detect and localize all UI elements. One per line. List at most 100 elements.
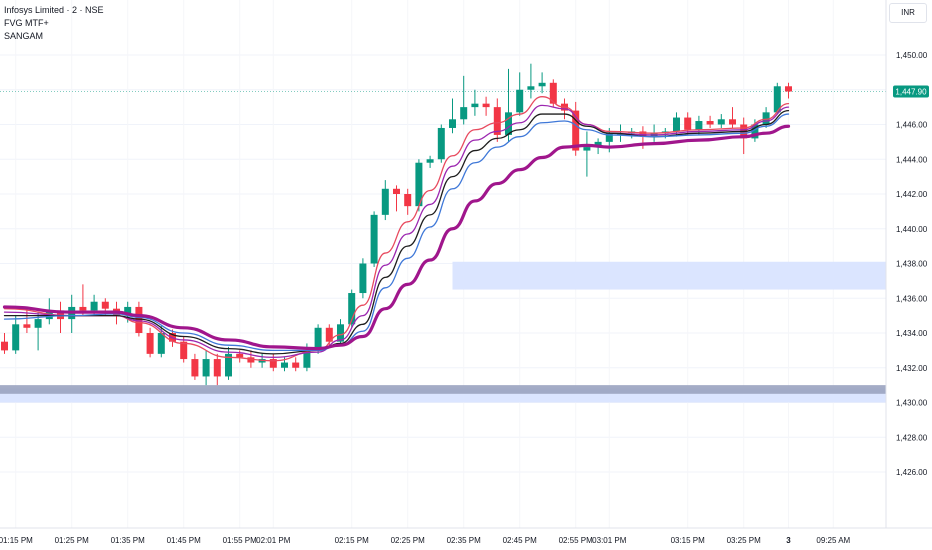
candle-body: [393, 188, 400, 194]
last-price-text: 1,447.90: [895, 87, 927, 96]
candle[interactable]: [516, 72, 524, 116]
candle[interactable]: [191, 353, 199, 380]
x-tick-label: 01:55 PM: [223, 536, 258, 545]
candle[interactable]: [404, 188, 412, 215]
candle[interactable]: [415, 159, 423, 212]
x-tick-label: 01:35 PM: [111, 536, 146, 545]
candle[interactable]: [460, 75, 468, 125]
candle-body: [325, 327, 333, 342]
candle[interactable]: [717, 114, 725, 128]
candle-body: [594, 141, 602, 148]
candle-body: [505, 112, 512, 135]
candle-body: [415, 162, 423, 207]
candle-body: [124, 306, 132, 316]
candle[interactable]: [34, 312, 42, 351]
x-tick-label: 09:25 AM: [816, 536, 850, 545]
last-price-box: [893, 85, 929, 98]
candle[interactable]: [505, 68, 512, 142]
candle[interactable]: [12, 315, 20, 354]
candle[interactable]: [292, 357, 300, 372]
candle-body: [34, 319, 42, 328]
candle-body: [269, 359, 277, 368]
candle-body: [348, 293, 356, 325]
candle-body: [247, 357, 255, 363]
candle[interactable]: [482, 96, 490, 116]
candle-body: [314, 327, 322, 351]
x-tick-label: 02:35 PM: [447, 536, 482, 545]
candle[interactable]: [381, 180, 389, 221]
candle[interactable]: [68, 294, 76, 333]
ema-ribbon: [2, 96, 791, 362]
candle[interactable]: [57, 301, 64, 333]
candle[interactable]: [706, 115, 714, 128]
candle[interactable]: [180, 336, 188, 363]
candle[interactable]: [269, 353, 277, 372]
candle[interactable]: [337, 319, 344, 346]
candle[interactable]: [449, 98, 456, 134]
y-tick-label: 1,446.00: [896, 121, 928, 130]
candle[interactable]: [471, 89, 479, 116]
candle-body: [773, 86, 781, 113]
y-tick-label: 1,438.00: [896, 260, 928, 269]
candle[interactable]: [538, 72, 546, 94]
candle[interactable]: [213, 353, 221, 386]
candle[interactable]: [370, 211, 378, 267]
x-tick-label: 01:45 PM: [167, 536, 202, 545]
candle[interactable]: [393, 185, 400, 212]
x-tick-label: 02:25 PM: [391, 536, 426, 545]
y-axis-ticks[interactable]: 1,450.001,448.001,446.001,444.001,442.00…: [896, 51, 928, 477]
candle[interactable]: [583, 131, 591, 177]
candle[interactable]: [157, 326, 165, 358]
symbol-title[interactable]: Infosys Limited · 2 · NSE: [4, 5, 104, 15]
y-tick-label: 1,428.00: [896, 433, 928, 442]
candle-body: [236, 353, 244, 358]
candle-body: [404, 194, 412, 207]
candle-body: [191, 359, 199, 377]
candle[interactable]: [549, 79, 557, 108]
candle[interactable]: [785, 82, 792, 99]
candle-body: [202, 359, 210, 377]
candle[interactable]: [729, 107, 736, 128]
candle[interactable]: [1, 333, 8, 354]
candle[interactable]: [426, 155, 434, 168]
ema-line-ema-4: [3, 113, 790, 352]
candle-body: [482, 103, 490, 108]
chart-legend: Infosys Limited · 2 · NSE FVG MTF+ SANGA…: [4, 4, 104, 43]
candle[interactable]: [79, 284, 87, 316]
candle[interactable]: [493, 98, 501, 142]
currency-button[interactable]: INR: [889, 3, 927, 23]
candle[interactable]: [146, 327, 154, 358]
candle[interactable]: [359, 258, 367, 299]
indicator-label-fvg[interactable]: FVG MTF+: [4, 18, 49, 28]
y-tick-label: 1,426.00: [896, 468, 928, 477]
candle[interactable]: [202, 350, 210, 386]
x-axis-ticks[interactable]: 01:15 PM 01:25 PM 01:35 PM 01:45 PM 01:55 PM…: [0, 536, 851, 545]
candle[interactable]: [628, 127, 636, 139]
candle-body: [639, 131, 647, 137]
fvg-zone: [452, 261, 886, 290]
candle[interactable]: [773, 82, 781, 115]
candle-body: [281, 362, 288, 368]
ema-line-ema-fast: [3, 96, 790, 362]
candle[interactable]: [23, 306, 31, 333]
y-tick-label: 1,434.00: [896, 329, 928, 338]
candle[interactable]: [437, 124, 445, 163]
candle-body: [762, 112, 770, 125]
indicator-label-sangam[interactable]: SANGAM: [4, 31, 44, 41]
candle-body: [426, 159, 434, 163]
x-tick-label: 01:15 PM: [0, 536, 33, 545]
ema-line-ema-2: [3, 104, 790, 358]
candle-body: [493, 107, 501, 135]
candle-body: [337, 324, 344, 342]
y-tick-label: 1,440.00: [896, 225, 928, 234]
candle-body: [516, 89, 524, 113]
candle-body: [157, 333, 165, 354]
x-tick-label: 01:25 PM: [55, 536, 90, 545]
candle-body: [460, 107, 468, 120]
candles[interactable]: [1, 63, 792, 386]
candle[interactable]: [527, 63, 535, 99]
ema-line-ema-3: [3, 109, 790, 355]
candle[interactable]: [684, 112, 692, 135]
candle-body: [12, 324, 20, 351]
